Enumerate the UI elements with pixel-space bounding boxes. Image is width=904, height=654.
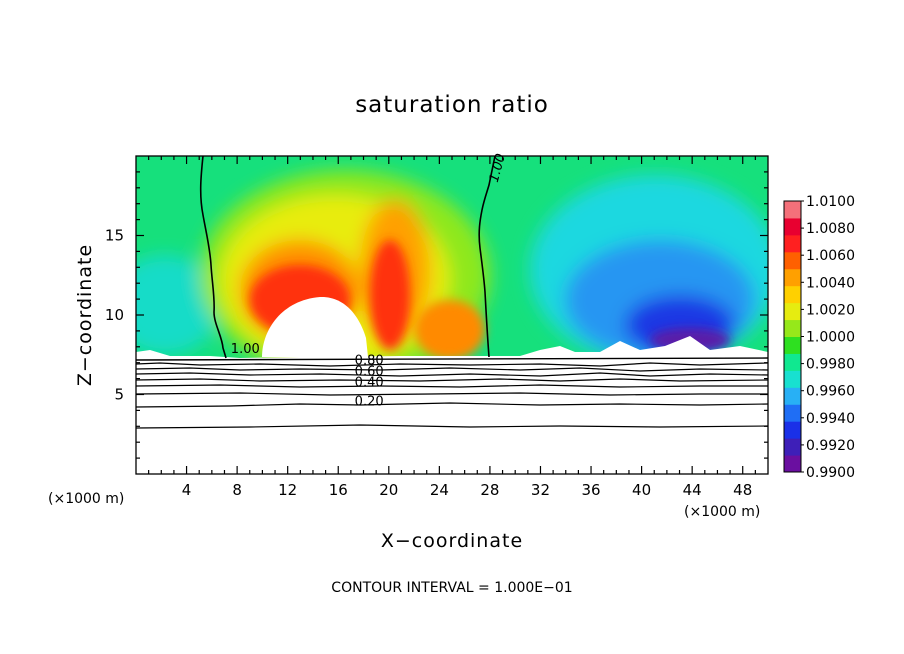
contour-label: 0.80 [355, 353, 384, 368]
colorbar-label: 0.9960 [806, 384, 855, 400]
colorbar-label: 1.0060 [806, 248, 855, 264]
contour-labels: 1.00 1.00 0.800.600.40 0.20 [231, 152, 509, 409]
colorbar-label: 1.0040 [806, 275, 855, 291]
contour-surface [136, 357, 768, 361]
colorbar [784, 201, 801, 473]
x-tick-label: 36 [581, 481, 600, 499]
x-axis-label: X−coordinate [381, 530, 523, 552]
y-tick-label: 15 [105, 227, 124, 245]
colorbar-label: 0.9920 [806, 438, 855, 454]
colorbar-label: 1.0020 [806, 302, 855, 318]
x-tick-labels: 4 8 12 16 20 24 28 32 36 40 44 48 [182, 481, 752, 499]
colorbar-label: 0.9980 [806, 357, 855, 373]
colorbar-segment [784, 319, 801, 337]
x-tick-label: 48 [733, 481, 752, 499]
contour-0-30 [136, 392, 768, 396]
contour-label: 0.20 [355, 395, 384, 410]
colorbar-segment [784, 455, 801, 473]
colorbar-segment [784, 285, 801, 304]
x-unit-right: (×1000 m) [684, 504, 760, 520]
colorbar-segment [784, 404, 801, 422]
colorbar-labels: 1.0100 1.0080 1.0060 1.0040 1.0020 1.0000 0.99… [801, 194, 855, 481]
y-tick-label: 10 [105, 306, 124, 324]
contour-0-80 [136, 362, 768, 367]
colorbar-segment [784, 370, 801, 388]
contour-1-00-right [478, 156, 496, 358]
y-tick-label: 5 [114, 386, 124, 404]
white-ground-region [136, 336, 768, 474]
colorbar-label: 1.0100 [806, 194, 855, 210]
colorbar-segment [784, 217, 801, 236]
contour-0-50 [136, 378, 768, 382]
color-field [136, 156, 768, 474]
colorbar-segment [784, 353, 801, 371]
x-tick-label: 20 [379, 481, 398, 499]
colorbar-label: 1.0000 [806, 330, 855, 346]
axis-ticks [136, 156, 768, 474]
colorbar-segment [784, 438, 801, 456]
y-tick-labels: 5 10 15 [105, 227, 124, 404]
x-unit-left: (×1000 m) [48, 491, 124, 507]
field-orange-right [415, 300, 485, 360]
x-tick-label: 24 [430, 481, 449, 499]
x-tick-label: 16 [329, 481, 348, 499]
contour-0-10 [136, 424, 768, 429]
chart-title: saturation ratio [355, 92, 549, 118]
contour-label: 1.00 [231, 342, 260, 357]
contour-0-40 [136, 384, 768, 388]
contour-label: 0.40 [355, 376, 384, 391]
contour-label: 1.00 [487, 152, 509, 184]
x-tick-label: 8 [232, 481, 242, 499]
colorbar-segment [784, 234, 801, 253]
contour-0-60 [136, 372, 768, 377]
white-cloud-region [262, 296, 368, 357]
field-red-plume [370, 240, 410, 350]
contour-0-70 [136, 367, 768, 372]
colorbar-segment [784, 302, 801, 321]
x-tick-label: 4 [182, 481, 192, 499]
x-tick-label: 28 [480, 481, 499, 499]
colorbar-segment [784, 387, 801, 405]
colorbar-label: 0.9900 [806, 465, 855, 481]
colorbar-segment [784, 201, 801, 219]
colorbar-label: 0.9940 [806, 411, 855, 427]
colorbar-segment [784, 251, 801, 270]
y-axis-label: Z−coordinate [74, 244, 96, 386]
contour-label: 0.60 [355, 364, 384, 379]
contour-lines [136, 156, 768, 429]
colorbar-segment [784, 268, 801, 287]
contour-interval-note: CONTOUR INTERVAL = 1.000E−01 [331, 580, 572, 596]
x-tick-label: 12 [278, 481, 297, 499]
x-tick-label: 44 [683, 481, 702, 499]
contour-1-00-left [199, 156, 227, 359]
x-tick-label: 32 [531, 481, 550, 499]
colorbar-label: 1.0080 [806, 221, 855, 237]
colorbar-segment [784, 336, 801, 354]
field-cyan-left [136, 255, 220, 355]
colorbar-segment [784, 421, 801, 439]
contour-0-20 [136, 402, 768, 408]
x-tick-label: 40 [632, 481, 651, 499]
